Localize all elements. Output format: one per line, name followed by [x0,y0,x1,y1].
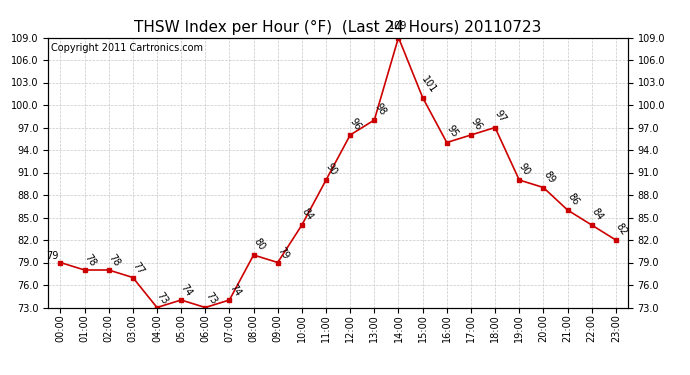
Text: 101: 101 [419,74,437,95]
Title: THSW Index per Hour (°F)  (Last 24 Hours) 20110723: THSW Index per Hour (°F) (Last 24 Hours)… [135,20,542,35]
Text: 74: 74 [179,283,195,298]
Text: 109: 109 [389,21,408,30]
Text: 86: 86 [566,192,581,207]
Text: 73: 73 [203,290,219,306]
Text: 98: 98 [373,102,388,117]
Text: 73: 73 [155,290,170,306]
Text: 82: 82 [613,221,629,237]
Text: 89: 89 [542,169,557,185]
Text: 84: 84 [300,207,315,222]
Text: 80: 80 [252,237,267,252]
Text: 74: 74 [227,283,243,298]
Text: 77: 77 [130,260,146,276]
Text: 96: 96 [469,117,484,132]
Text: 84: 84 [590,207,605,222]
Text: 90: 90 [518,162,533,177]
Text: 95: 95 [444,124,460,140]
Text: 78: 78 [106,253,122,268]
Text: 79: 79 [275,245,291,261]
Text: Copyright 2011 Cartronics.com: Copyright 2011 Cartronics.com [51,43,203,53]
Text: 78: 78 [82,253,98,268]
Text: 90: 90 [324,162,339,177]
Text: 96: 96 [348,117,364,132]
Text: 97: 97 [493,109,509,125]
Text: 79: 79 [46,251,58,261]
